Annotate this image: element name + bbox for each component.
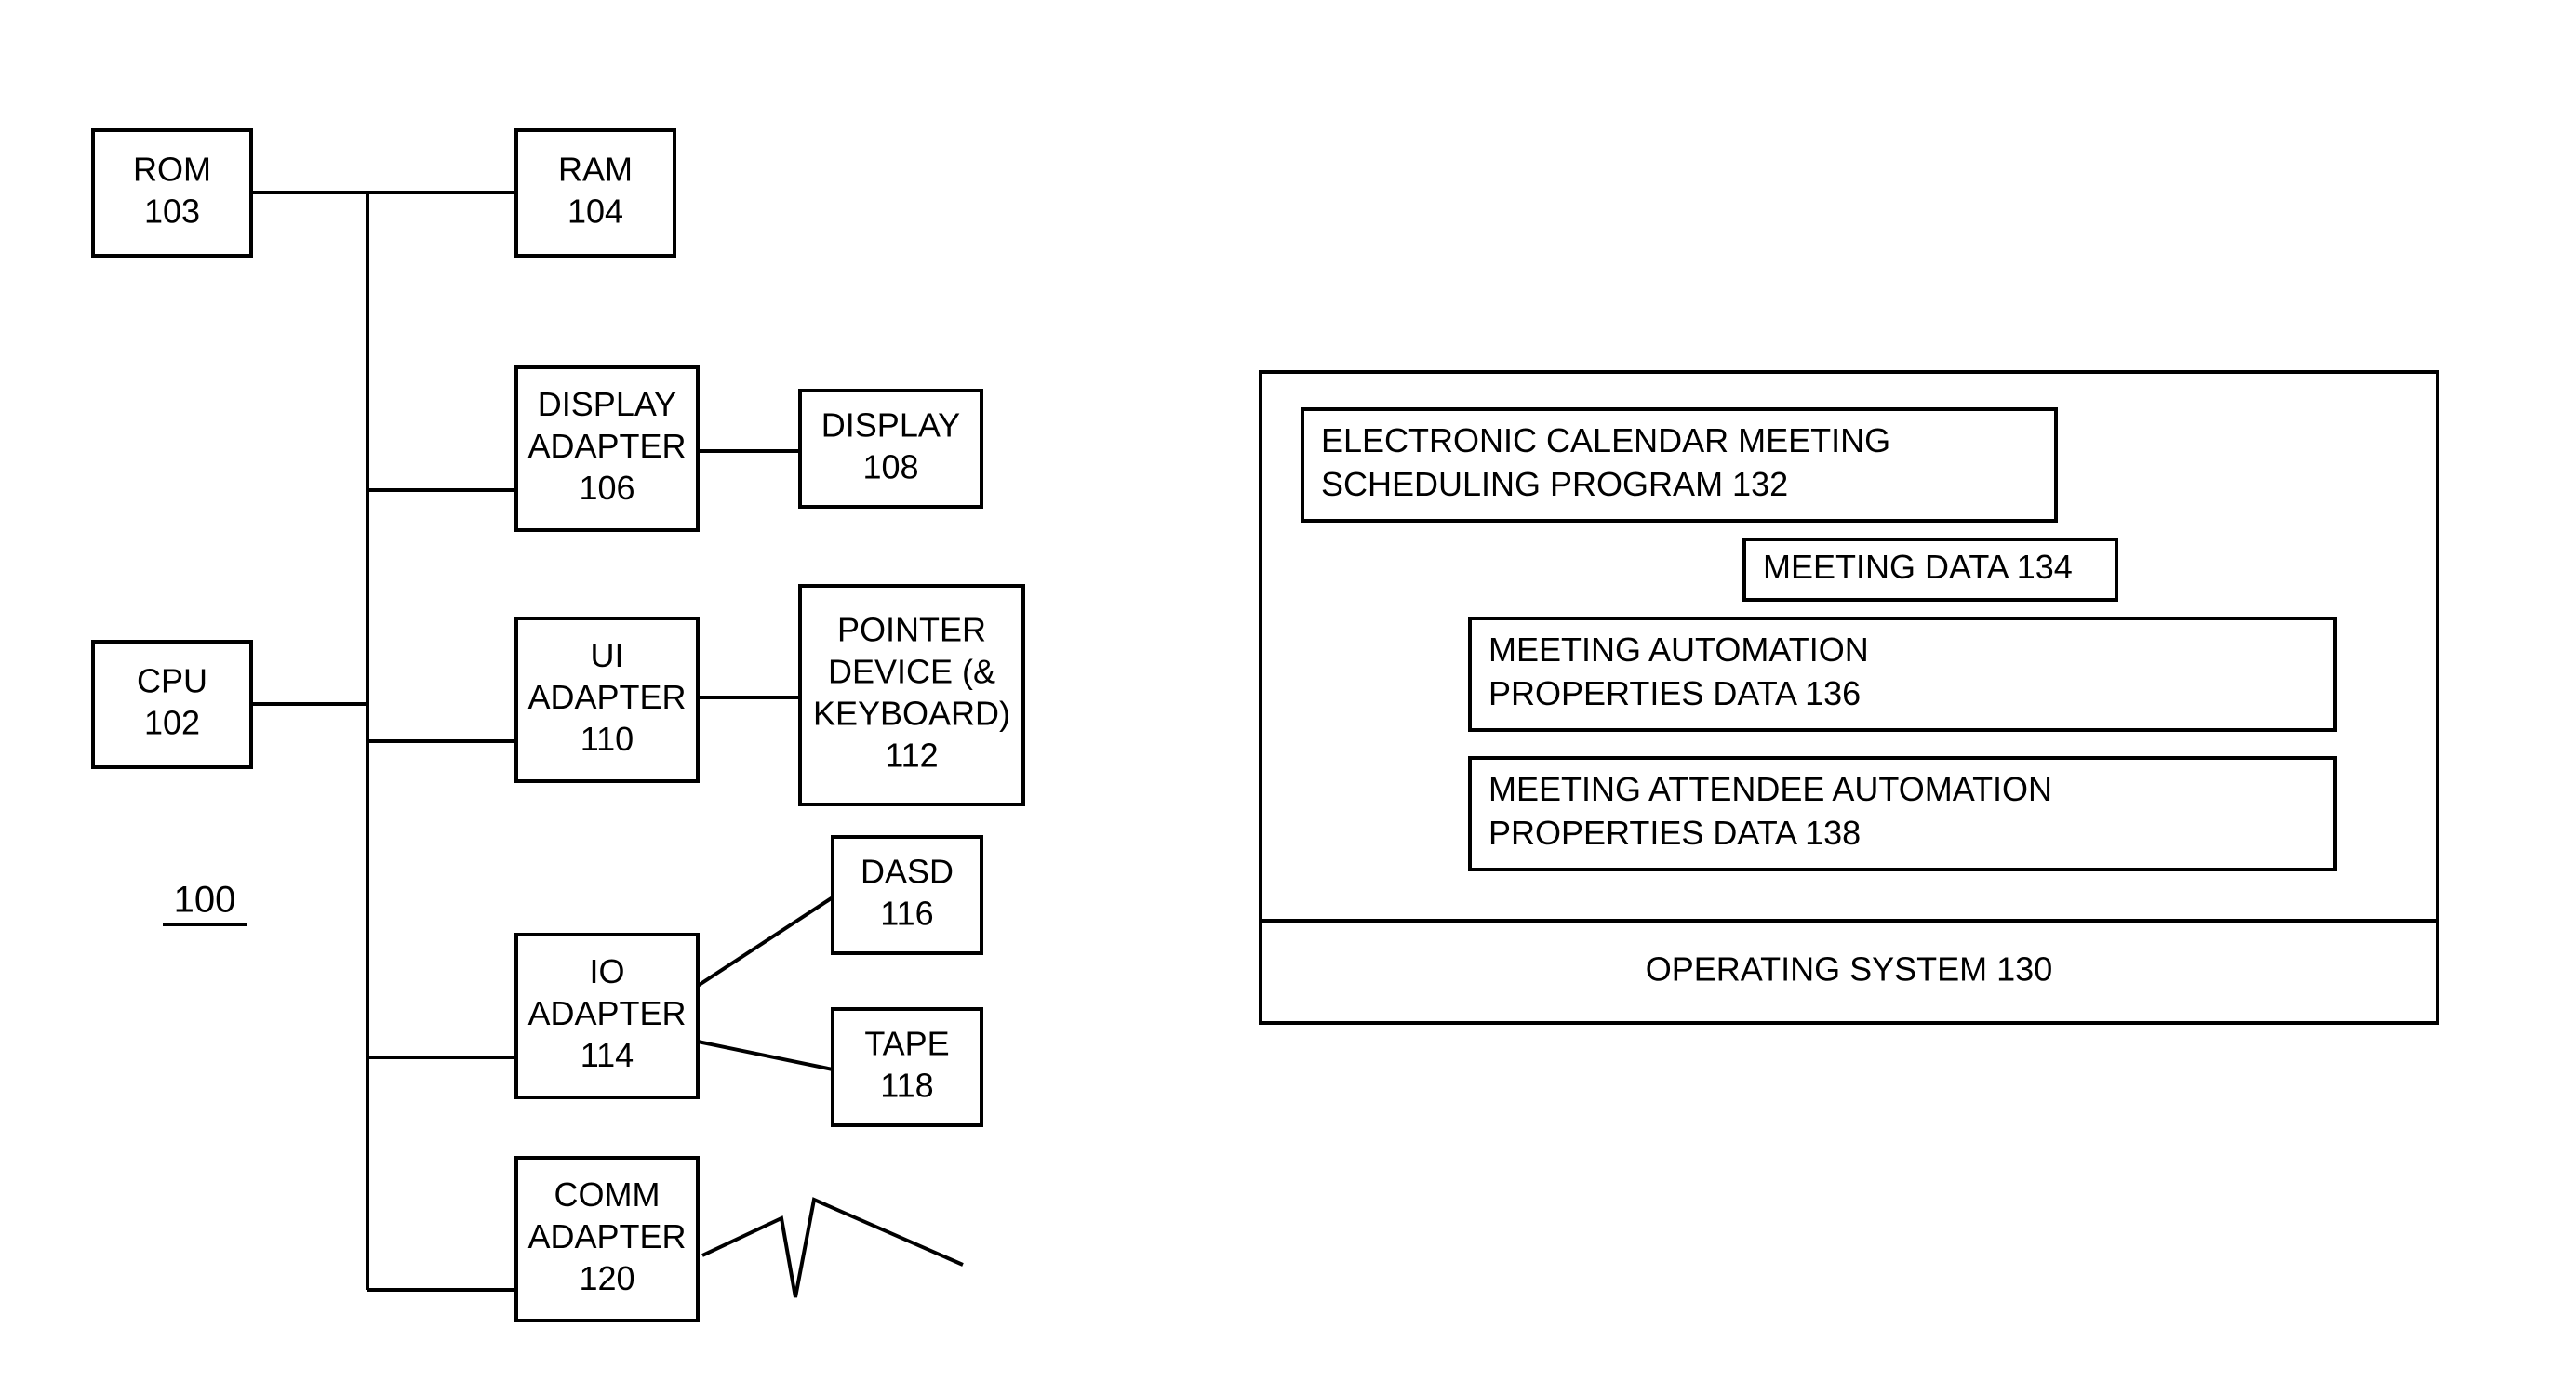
comm-adapter-box-label-1: ADAPTER [527, 1217, 686, 1255]
inner-box-3-label-1: PROPERTIES DATA 138 [1488, 814, 1861, 852]
comm-squiggle [702, 1200, 963, 1297]
ui-adapter-box-label-1: ADAPTER [527, 678, 686, 716]
comm-adapter-box-label-2: 120 [579, 1259, 634, 1297]
os-label: OPERATING SYSTEM 130 [1646, 950, 2052, 989]
pointer-device-box-label-1: DEVICE (& [828, 653, 995, 691]
display-box-label-1: 108 [862, 448, 918, 486]
display-box-label-0: DISPLAY [821, 406, 960, 445]
display-adapter-box-label-1: ADAPTER [527, 427, 686, 465]
dasd-box-label-1: 116 [880, 895, 933, 933]
inner-box-3-label-0: MEETING ATTENDEE AUTOMATION [1488, 770, 2052, 808]
rom-box-label-1: 103 [144, 193, 200, 231]
inner-box-1-label-0: MEETING DATA 134 [1763, 548, 2073, 586]
rom-box-label-0: ROM [133, 151, 211, 189]
io-adapter-box-label-1: ADAPTER [527, 994, 686, 1032]
pointer-device-box-label-2: KEYBOARD) [813, 695, 1010, 733]
tape-box-label-0: TAPE [864, 1025, 949, 1063]
cpu-box-label-0: CPU [137, 662, 207, 700]
display-adapter-box-label-2: 106 [579, 469, 634, 507]
pointer-device-box-label-3: 112 [885, 737, 938, 775]
conn-io_to_tape [698, 1042, 833, 1069]
ram-box-label-0: RAM [558, 151, 633, 189]
cpu-box-label-1: 102 [144, 704, 200, 742]
block-diagram: ROM 103 CPU 102 RAM 104 DISPLAY ADAPTER 106 DISPL… [0, 0, 2576, 1381]
comm-adapter-box-label-0: COMM [554, 1175, 661, 1214]
inner-box-0-label-0: ELECTRONIC CALENDAR MEETING [1321, 421, 1890, 459]
ram-box-label-1: 104 [567, 193, 623, 231]
ui-adapter-box-label-0: UI [591, 636, 624, 674]
io-adapter-box-label-2: 114 [581, 1036, 634, 1074]
conn-io_to_dasd [698, 897, 833, 986]
display-adapter-box-label-0: DISPLAY [538, 385, 676, 423]
pointer-device-box-label-0: POINTER [837, 611, 986, 649]
inner-box-2-label-1: PROPERTIES DATA 136 [1488, 674, 1861, 712]
tape-box-label-1: 118 [880, 1067, 933, 1105]
dasd-box-label-0: DASD [861, 853, 954, 891]
ui-adapter-box-label-2: 110 [581, 720, 634, 758]
inner-box-2-label-0: MEETING AUTOMATION [1488, 631, 1869, 669]
figure-ref-label: 100 [174, 880, 236, 921]
io-adapter-box-label-0: IO [589, 952, 624, 990]
inner-box-0-label-1: SCHEDULING PROGRAM 132 [1321, 465, 1788, 503]
